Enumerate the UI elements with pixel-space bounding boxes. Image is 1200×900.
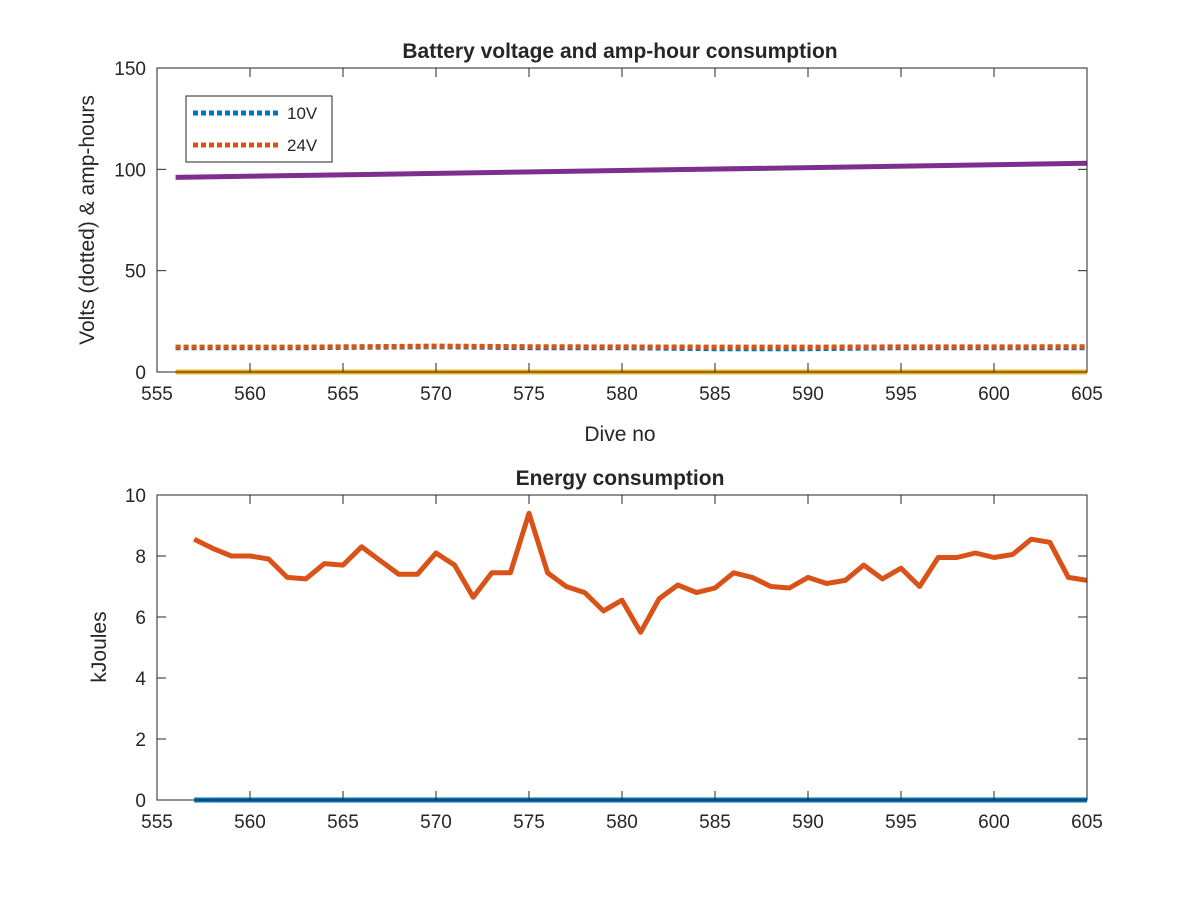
- x-tick-label: 595: [885, 812, 917, 833]
- x-tick-label: 600: [978, 812, 1010, 833]
- axes-energy-consumption: 555 560 565 570 575 580 585 590 595 600 605 0 2 4 6 8 10…: [88, 467, 1103, 833]
- x-tick-label: 570: [420, 812, 452, 833]
- chart-title: Battery voltage and amp-hour consumption: [402, 40, 837, 63]
- x-tick-label: 565: [327, 812, 359, 833]
- y-tick-label: 50: [125, 262, 146, 283]
- x-tick-label: 580: [606, 384, 638, 405]
- x-tick-label: 590: [792, 812, 824, 833]
- x-tick-label: 555: [141, 812, 173, 833]
- x-tick-label: 605: [1071, 384, 1103, 405]
- legend-label-24v: 24V: [287, 136, 318, 155]
- y-tick-label: 2: [135, 730, 146, 751]
- y-tick-label: 150: [114, 59, 146, 80]
- series-line-1-0: [193, 510, 1088, 635]
- x-tick-label: 600: [978, 384, 1010, 405]
- x-tick-label: 595: [885, 384, 917, 405]
- x-tick-label: 555: [141, 384, 173, 405]
- x-tick-label: 570: [420, 384, 452, 405]
- y-tick-label: 0: [135, 791, 146, 812]
- x-tick-label: 585: [699, 812, 731, 833]
- x-tick-label: 575: [513, 812, 545, 833]
- x-tick-label: 565: [327, 384, 359, 405]
- x-tick-label: 605: [1071, 812, 1103, 833]
- y-tick-label: 0: [135, 363, 146, 384]
- x-tick-label: 560: [234, 812, 266, 833]
- series-line-0-2: [175, 160, 1088, 180]
- x-tick-label: 560: [234, 384, 266, 405]
- y-tick-label: 6: [135, 608, 146, 629]
- tick-layer: 555 560 565 570 575 580 585 590 595 600 605 0 2 4 6 8 10: [125, 486, 1103, 833]
- x-tick-label: 580: [606, 812, 638, 833]
- y-tick-label: 10: [125, 486, 146, 507]
- y-tick-label: 100: [114, 160, 146, 181]
- y-tick-label: 8: [135, 547, 146, 568]
- axes-battery-voltage: 555 560 565 570 575 580 585 590 595 600 605 0 50 100 1…: [76, 40, 1103, 446]
- tick-layer: 555 560 565 570 575 580 585 590 595 600 605 0 50 100 1…: [114, 59, 1103, 405]
- plot-area: [157, 495, 1087, 800]
- y-axis-label: Volts (dotted) & amp-hours: [76, 95, 99, 345]
- x-tick-label: 585: [699, 384, 731, 405]
- x-tick-label: 575: [513, 384, 545, 405]
- x-tick-label: 590: [792, 384, 824, 405]
- legend: 10V 24V: [185, 95, 333, 163]
- chart-title: Energy consumption: [516, 467, 725, 490]
- y-axis-label: kJoules: [88, 611, 111, 682]
- legend-box: [185, 95, 333, 163]
- x-axis-label: Dive no: [584, 423, 655, 446]
- series-line-24v: [175, 343, 1088, 350]
- y-tick-label: 4: [135, 669, 146, 690]
- legend-label-10v: 10V: [287, 104, 318, 123]
